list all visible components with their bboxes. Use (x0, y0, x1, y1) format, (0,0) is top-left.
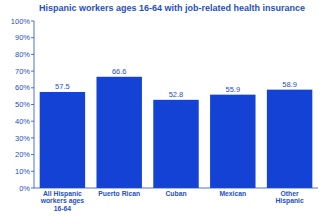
y-tick-label: 90% (15, 33, 30, 42)
y-tick (31, 104, 34, 105)
y-tick (31, 171, 34, 172)
chart: Hispanic workers ages 16-64 with job-rel… (0, 0, 320, 217)
y-tick-label: 80% (15, 50, 30, 59)
y-tick (31, 71, 34, 72)
bar (96, 77, 141, 188)
x-tick-label: All Hispanicworkers ages16-64 (40, 190, 85, 212)
y-tick-label: 70% (15, 67, 30, 76)
y-tick-label: 60% (15, 83, 30, 92)
y-tick-label: 0% (19, 184, 30, 193)
data-label: 58.9 (282, 80, 297, 89)
y-tick-label: 10% (15, 167, 30, 176)
x-tick-label: Puerto Rican (98, 190, 140, 197)
y-tick-label: 100% (11, 17, 31, 26)
x-tick-label: OtherHispanic (275, 190, 304, 205)
data-label: 55.9 (225, 85, 240, 94)
bars (40, 77, 313, 188)
chart-container: Hispanic workers ages 16-64 with job-rel… (0, 0, 320, 217)
y-tick (31, 21, 34, 22)
y-tick (31, 121, 34, 122)
y-tick-label: 50% (15, 100, 30, 109)
data-label: 57.5 (55, 82, 70, 91)
bar (40, 92, 85, 188)
y-tick-label: 20% (15, 150, 30, 159)
x-axis (34, 188, 318, 189)
y-tick (31, 188, 34, 189)
data-label: 66.6 (112, 67, 127, 76)
y-tick (31, 137, 34, 138)
y-tick (31, 54, 34, 55)
x-tick-label: Cuban (165, 190, 186, 197)
y-tick (31, 87, 34, 88)
data-label: 52.8 (169, 90, 184, 99)
y-tick (31, 154, 34, 155)
bar (210, 95, 255, 188)
y-tick (31, 37, 34, 38)
x-tick-label: Mexican (219, 190, 246, 197)
y-tick-label: 40% (15, 117, 30, 126)
bar (267, 90, 312, 188)
y-tick-label: 30% (15, 134, 30, 143)
bar (153, 100, 198, 188)
y-axis (34, 21, 35, 188)
title: Hispanic workers ages 16-64 with job-rel… (39, 3, 305, 13)
